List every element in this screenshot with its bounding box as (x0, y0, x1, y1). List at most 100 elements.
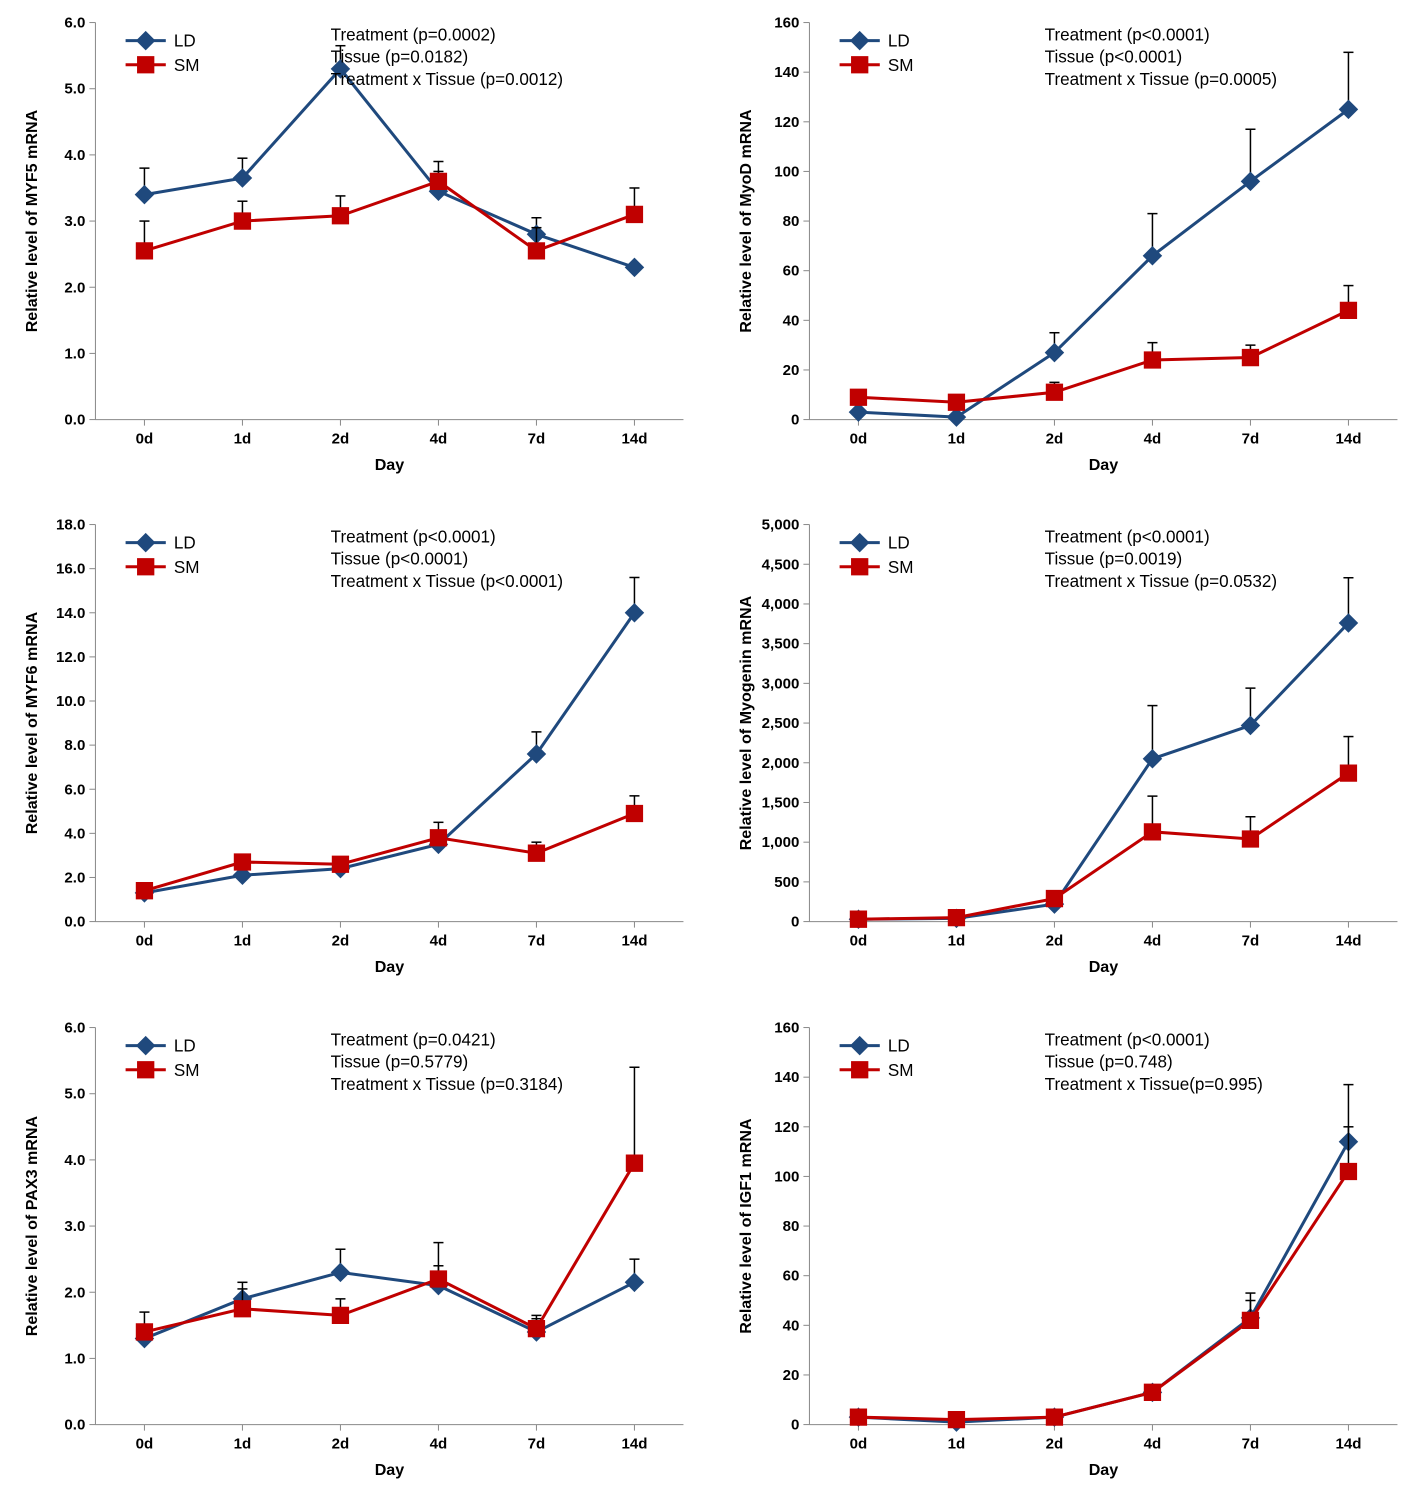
y-tick-label: 5.0 (64, 81, 85, 98)
y-tick-label: 8.0 (64, 738, 85, 755)
marker-ld (135, 186, 153, 204)
x-tick-label: 4d (430, 431, 448, 448)
x-tick-label: 2d (332, 431, 350, 448)
legend-label-sm: SM (887, 1061, 913, 1080)
marker-sm (1242, 349, 1258, 365)
marker-sm (1046, 891, 1062, 907)
y-tick-label: 0.0 (64, 914, 85, 931)
marker-sm (332, 1307, 348, 1323)
x-tick-label: 2d (332, 1436, 350, 1453)
x-axis-title: Day (1088, 1461, 1118, 1479)
stat-text: Treatment x Tissue (p<0.0001) (331, 572, 563, 591)
y-tick-label: 160 (774, 15, 799, 32)
y-tick-label: 100 (774, 1168, 799, 1185)
y-tick-label: 20 (782, 362, 799, 379)
series-line-ld (144, 1272, 634, 1338)
y-tick-label: 140 (774, 64, 799, 81)
stat-text: Treatment x Tissue (p=0.0005) (1044, 70, 1276, 89)
x-tick-label: 0d (849, 933, 867, 950)
y-axis-title: Relative level of IGF1 mRNA (737, 1118, 755, 1334)
x-tick-label: 0d (136, 933, 154, 950)
x-tick-label: 4d (1143, 1436, 1161, 1453)
y-tick-label: 100 (774, 163, 799, 180)
chart-panel-myf5: 0.01.02.03.04.05.06.00d1d2d4d7d14dDayRel… (10, 10, 694, 492)
series-line-ld (858, 623, 1348, 919)
y-tick-label: 0 (790, 412, 798, 429)
stat-text: Tissue (p<0.0001) (1044, 48, 1182, 67)
y-tick-label: 3.0 (64, 1218, 85, 1235)
marker-sm (948, 1411, 964, 1427)
marker-sm (1144, 1384, 1160, 1400)
marker-sm (1046, 384, 1062, 400)
y-tick-label: 0.0 (64, 412, 85, 429)
legend-label-sm: SM (174, 1061, 200, 1080)
legend-label-ld: LD (887, 534, 909, 553)
chart-panel-pax3: 0.01.02.03.04.05.06.00d1d2d4d7d14dDayRel… (10, 1015, 694, 1497)
legend-label-sm: SM (887, 56, 913, 75)
y-tick-label: 40 (782, 1317, 799, 1334)
marker-sm (136, 243, 152, 259)
marker-sm (136, 883, 152, 899)
y-tick-label: 2,000 (761, 755, 799, 772)
legend-label-sm: SM (174, 558, 200, 577)
marker-ld (625, 604, 643, 622)
x-tick-label: 4d (430, 1436, 448, 1453)
x-tick-label: 1d (947, 1436, 965, 1453)
y-tick-label: 500 (774, 874, 799, 891)
x-tick-label: 1d (947, 431, 965, 448)
y-tick-label: 16.0 (56, 561, 85, 578)
x-tick-label: 0d (849, 1436, 867, 1453)
marker-sm (528, 243, 544, 259)
x-tick-label: 1d (947, 933, 965, 950)
x-tick-label: 14d (621, 1436, 647, 1453)
marker-sm (234, 854, 250, 870)
y-axis-title: Relative level of MYF6 mRNA (23, 612, 41, 835)
x-tick-label: 14d (1335, 431, 1361, 448)
legend-label-ld: LD (174, 1037, 196, 1056)
y-tick-label: 1,000 (761, 835, 799, 852)
marker-sm (948, 394, 964, 410)
marker-sm (234, 1301, 250, 1317)
x-tick-label: 2d (1045, 1436, 1063, 1453)
marker-sm (332, 208, 348, 224)
y-axis-title: Relative level of Myogenin mRNA (737, 596, 755, 851)
x-tick-label: 14d (621, 431, 647, 448)
marker-sm (528, 1320, 544, 1336)
y-tick-label: 2.0 (64, 1284, 85, 1301)
y-tick-label: 6.0 (64, 782, 85, 799)
y-tick-label: 5,000 (761, 517, 799, 534)
y-tick-label: 4,500 (761, 557, 799, 574)
marker-sm (430, 830, 446, 846)
series-line-sm (144, 1163, 634, 1332)
y-tick-label: 1.0 (64, 1350, 85, 1367)
legend-label-ld: LD (174, 534, 196, 553)
x-tick-label: 14d (621, 933, 647, 950)
stat-text: Tissue (p<0.0001) (331, 550, 469, 569)
x-tick-label: 14d (1335, 933, 1361, 950)
y-tick-label: 5.0 (64, 1086, 85, 1103)
y-tick-label: 3.0 (64, 213, 85, 230)
x-tick-label: 4d (1143, 933, 1161, 950)
x-tick-label: 7d (1241, 431, 1259, 448)
stat-text: Treatment x Tissue (p=0.0012) (331, 70, 563, 89)
y-tick-label: 20 (782, 1367, 799, 1384)
y-tick-label: 0 (790, 1416, 798, 1433)
stat-text: Treatment x Tissue (p=0.3184) (331, 1075, 563, 1094)
y-tick-label: 2.0 (64, 279, 85, 296)
stat-text: Tissue (p=0.748) (1044, 1053, 1172, 1072)
y-tick-label: 2,500 (761, 716, 799, 733)
marker-sm (1340, 302, 1356, 318)
marker-ld (331, 1263, 349, 1281)
x-tick-label: 4d (1143, 431, 1161, 448)
y-tick-label: 14.0 (56, 605, 85, 622)
marker-sm (1144, 824, 1160, 840)
x-tick-label: 7d (528, 1436, 546, 1453)
marker-sm (430, 1271, 446, 1287)
marker-ld (625, 258, 643, 276)
legend-label-ld: LD (174, 32, 196, 51)
marker-sm (136, 1324, 152, 1340)
x-tick-label: 7d (1241, 1436, 1259, 1453)
x-axis-title: Day (375, 1461, 405, 1479)
legend-label-ld: LD (887, 1037, 909, 1056)
x-tick-label: 14d (1335, 1436, 1361, 1453)
